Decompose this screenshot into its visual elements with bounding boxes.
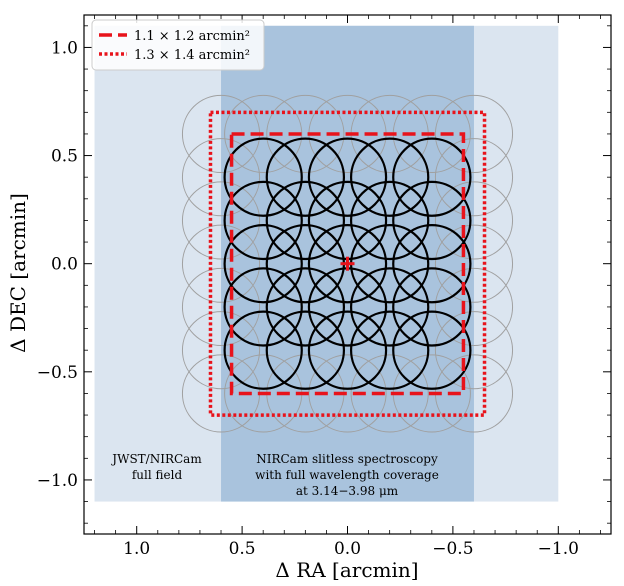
spectroscopy-label: NIRCam slitless spectroscopy	[256, 452, 438, 466]
tiling-circle	[349, 267, 430, 347]
x-tick-label: −1.0	[538, 539, 579, 559]
outer-tiling-circle	[224, 94, 303, 174]
full-field-label: full field	[132, 468, 183, 482]
outer-tiling-circle	[434, 224, 514, 303]
outer-tiling-circle	[434, 181, 514, 260]
tiling-circle	[349, 310, 430, 390]
outer-tiling-circle	[350, 354, 429, 433]
tiling-circle	[392, 267, 472, 347]
outer-tiling-circle	[434, 94, 514, 174]
tiling-circle	[265, 180, 346, 261]
outer-tiling-circle	[434, 138, 514, 217]
outer-tiling-circle	[308, 354, 387, 433]
y-tick-label: 0.0	[51, 255, 78, 275]
tiling-circle	[307, 224, 388, 304]
legend-entry: 1.3 × 1.4 arcmin²	[134, 48, 250, 63]
outer-tiling-circle	[266, 94, 345, 174]
outer-tiling-circle	[181, 138, 261, 217]
tiling-circle	[349, 180, 430, 261]
survey-footprints	[208, 110, 487, 417]
tiling-circle	[265, 267, 346, 347]
tiling-circle	[223, 224, 303, 304]
legend-box	[91, 19, 265, 71]
footprint-1p3x1p4	[208, 110, 487, 417]
spectroscopy-label: at 3.14−3.98 μm	[296, 484, 399, 498]
y-tick-label: 1.0	[51, 38, 78, 58]
tiling-circle	[392, 310, 472, 390]
legend: 1.1 × 1.2 arcmin² 1.3 × 1.4 arcmin²	[91, 19, 265, 71]
spectroscopy-label: with full wavelength coverage	[255, 468, 439, 482]
region-annotations: JWST/NIRCam full field NIRCam slitless spe…	[110, 452, 439, 498]
x-tick-label: −0.5	[432, 539, 473, 559]
tiling-circle	[223, 180, 303, 261]
tiling-circle	[223, 267, 303, 347]
outer-tiling-circle	[181, 311, 261, 390]
x-tick-label: 0.5	[229, 539, 256, 559]
tiling-circle	[392, 180, 472, 261]
outer-tiling-circle	[434, 311, 514, 390]
y-tick-label: 0.5	[51, 147, 78, 167]
y-axis-label: Δ DEC [arcmin]	[6, 193, 30, 353]
outer-tiling-circle	[181, 267, 261, 347]
tiling-circle	[349, 137, 430, 217]
tiling-circle	[307, 310, 388, 390]
legend-entry: 1.1 × 1.2 arcmin²	[134, 29, 250, 44]
outer-tiling-circle	[181, 224, 261, 303]
tiling-circle	[265, 310, 346, 390]
axis-ticks: 1.0 0.5 0.0 −0.5 −1.0 −1.0 −0.5 0.0 0.5 1.0	[37, 15, 611, 559]
tiling-circle	[392, 224, 472, 304]
field-regions	[94, 25, 559, 502]
x-tick-label: 0.0	[334, 539, 361, 559]
tiling-circles	[181, 94, 514, 433]
tiling-circle	[307, 137, 388, 217]
y-tick-label: −1.0	[37, 471, 78, 491]
tiling-circle	[223, 137, 303, 217]
tiling-circle	[265, 137, 346, 217]
full-field-label: JWST/NIRCam	[110, 452, 202, 466]
footprint-1p1x1p2	[229, 132, 466, 396]
tiling-circle	[223, 310, 303, 390]
outer-tiling-circle	[181, 181, 261, 260]
y-tick-label: −0.5	[37, 363, 78, 383]
tiling-circle	[392, 137, 472, 217]
outer-tiling-circle	[434, 267, 514, 347]
x-axis-label: Δ RA [arcmin]	[275, 558, 418, 582]
x-tick-label: 1.0	[123, 539, 150, 559]
